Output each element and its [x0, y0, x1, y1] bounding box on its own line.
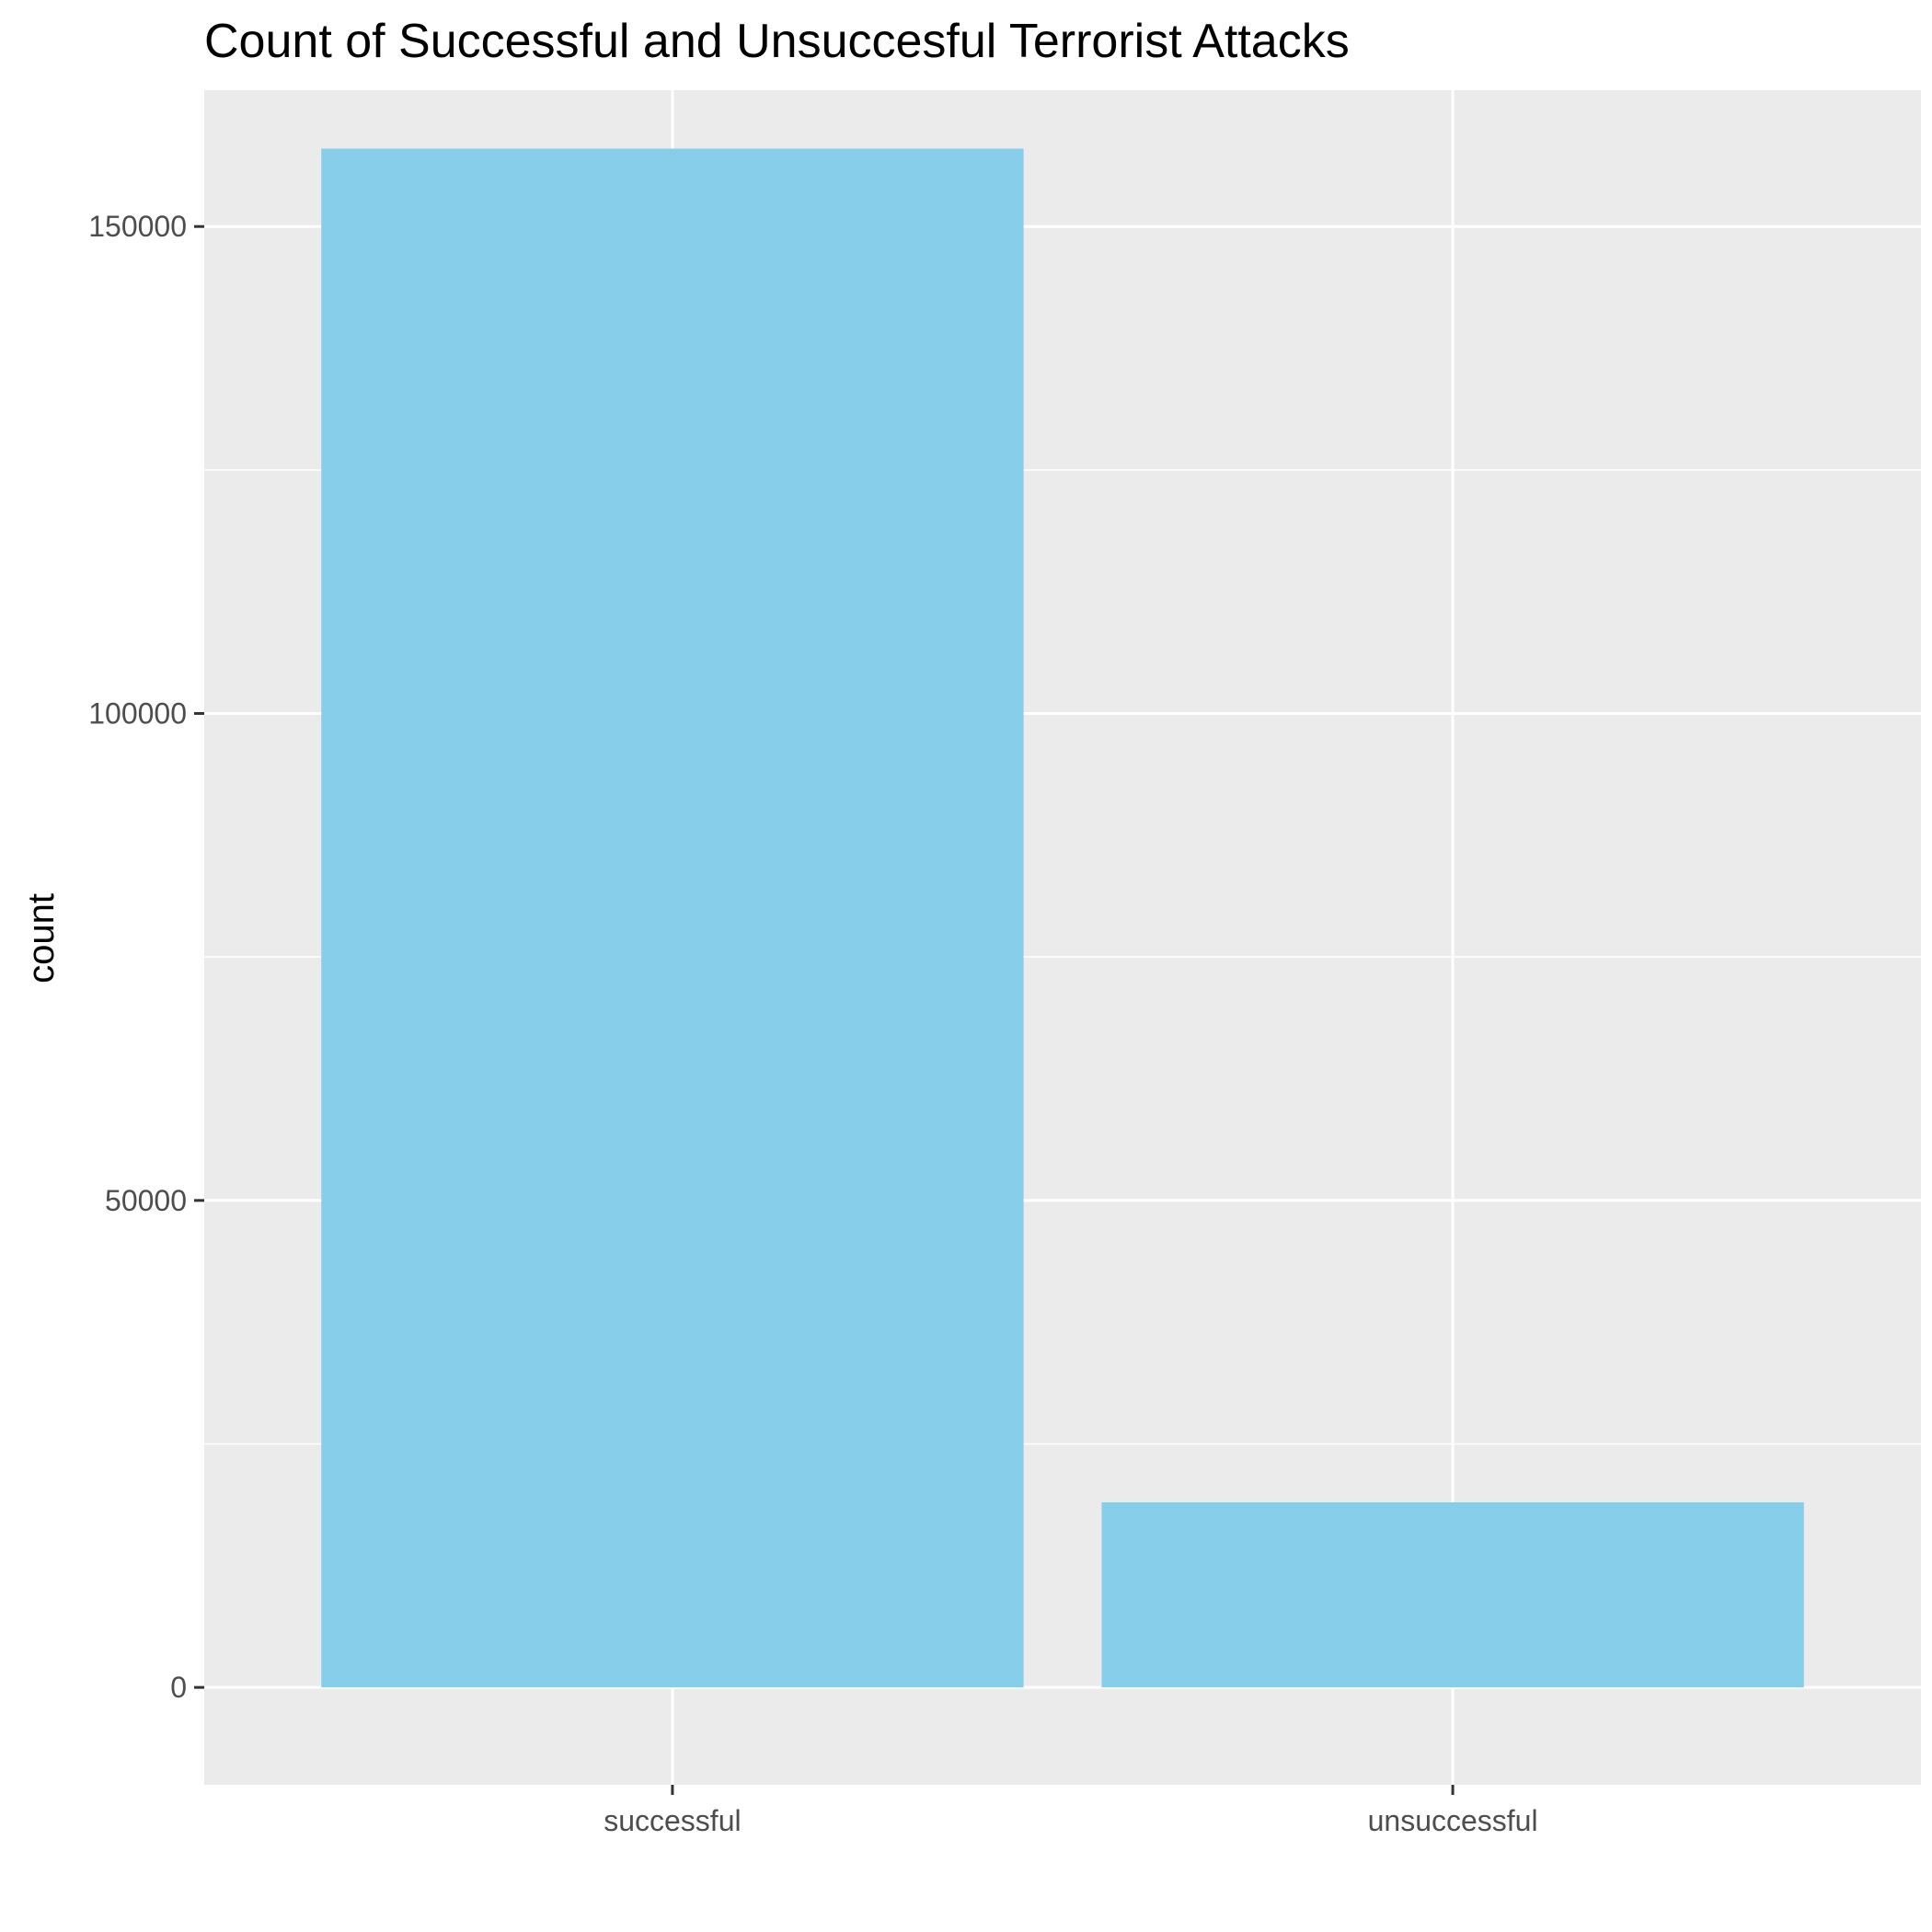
y-tick-label: 50000	[105, 1184, 187, 1217]
y-axis-title: count	[21, 893, 62, 983]
y-tick-label: 0	[170, 1671, 187, 1704]
y-axis: 0 50000 100000 150000	[88, 210, 204, 1704]
bar-successful	[321, 148, 1024, 1688]
y-tick-label: 150000	[88, 210, 187, 243]
x-tick-label: unsuccessful	[1368, 1804, 1538, 1837]
bar-unsuccessful	[1101, 1502, 1804, 1688]
x-axis: successful unsuccessful	[604, 1785, 1538, 1837]
y-tick-label: 100000	[88, 697, 187, 730]
chart-title: Count of Successful and Unsuccesful Terr…	[204, 15, 1350, 68]
bars-group	[321, 148, 1804, 1688]
x-tick-label: successful	[604, 1804, 741, 1837]
